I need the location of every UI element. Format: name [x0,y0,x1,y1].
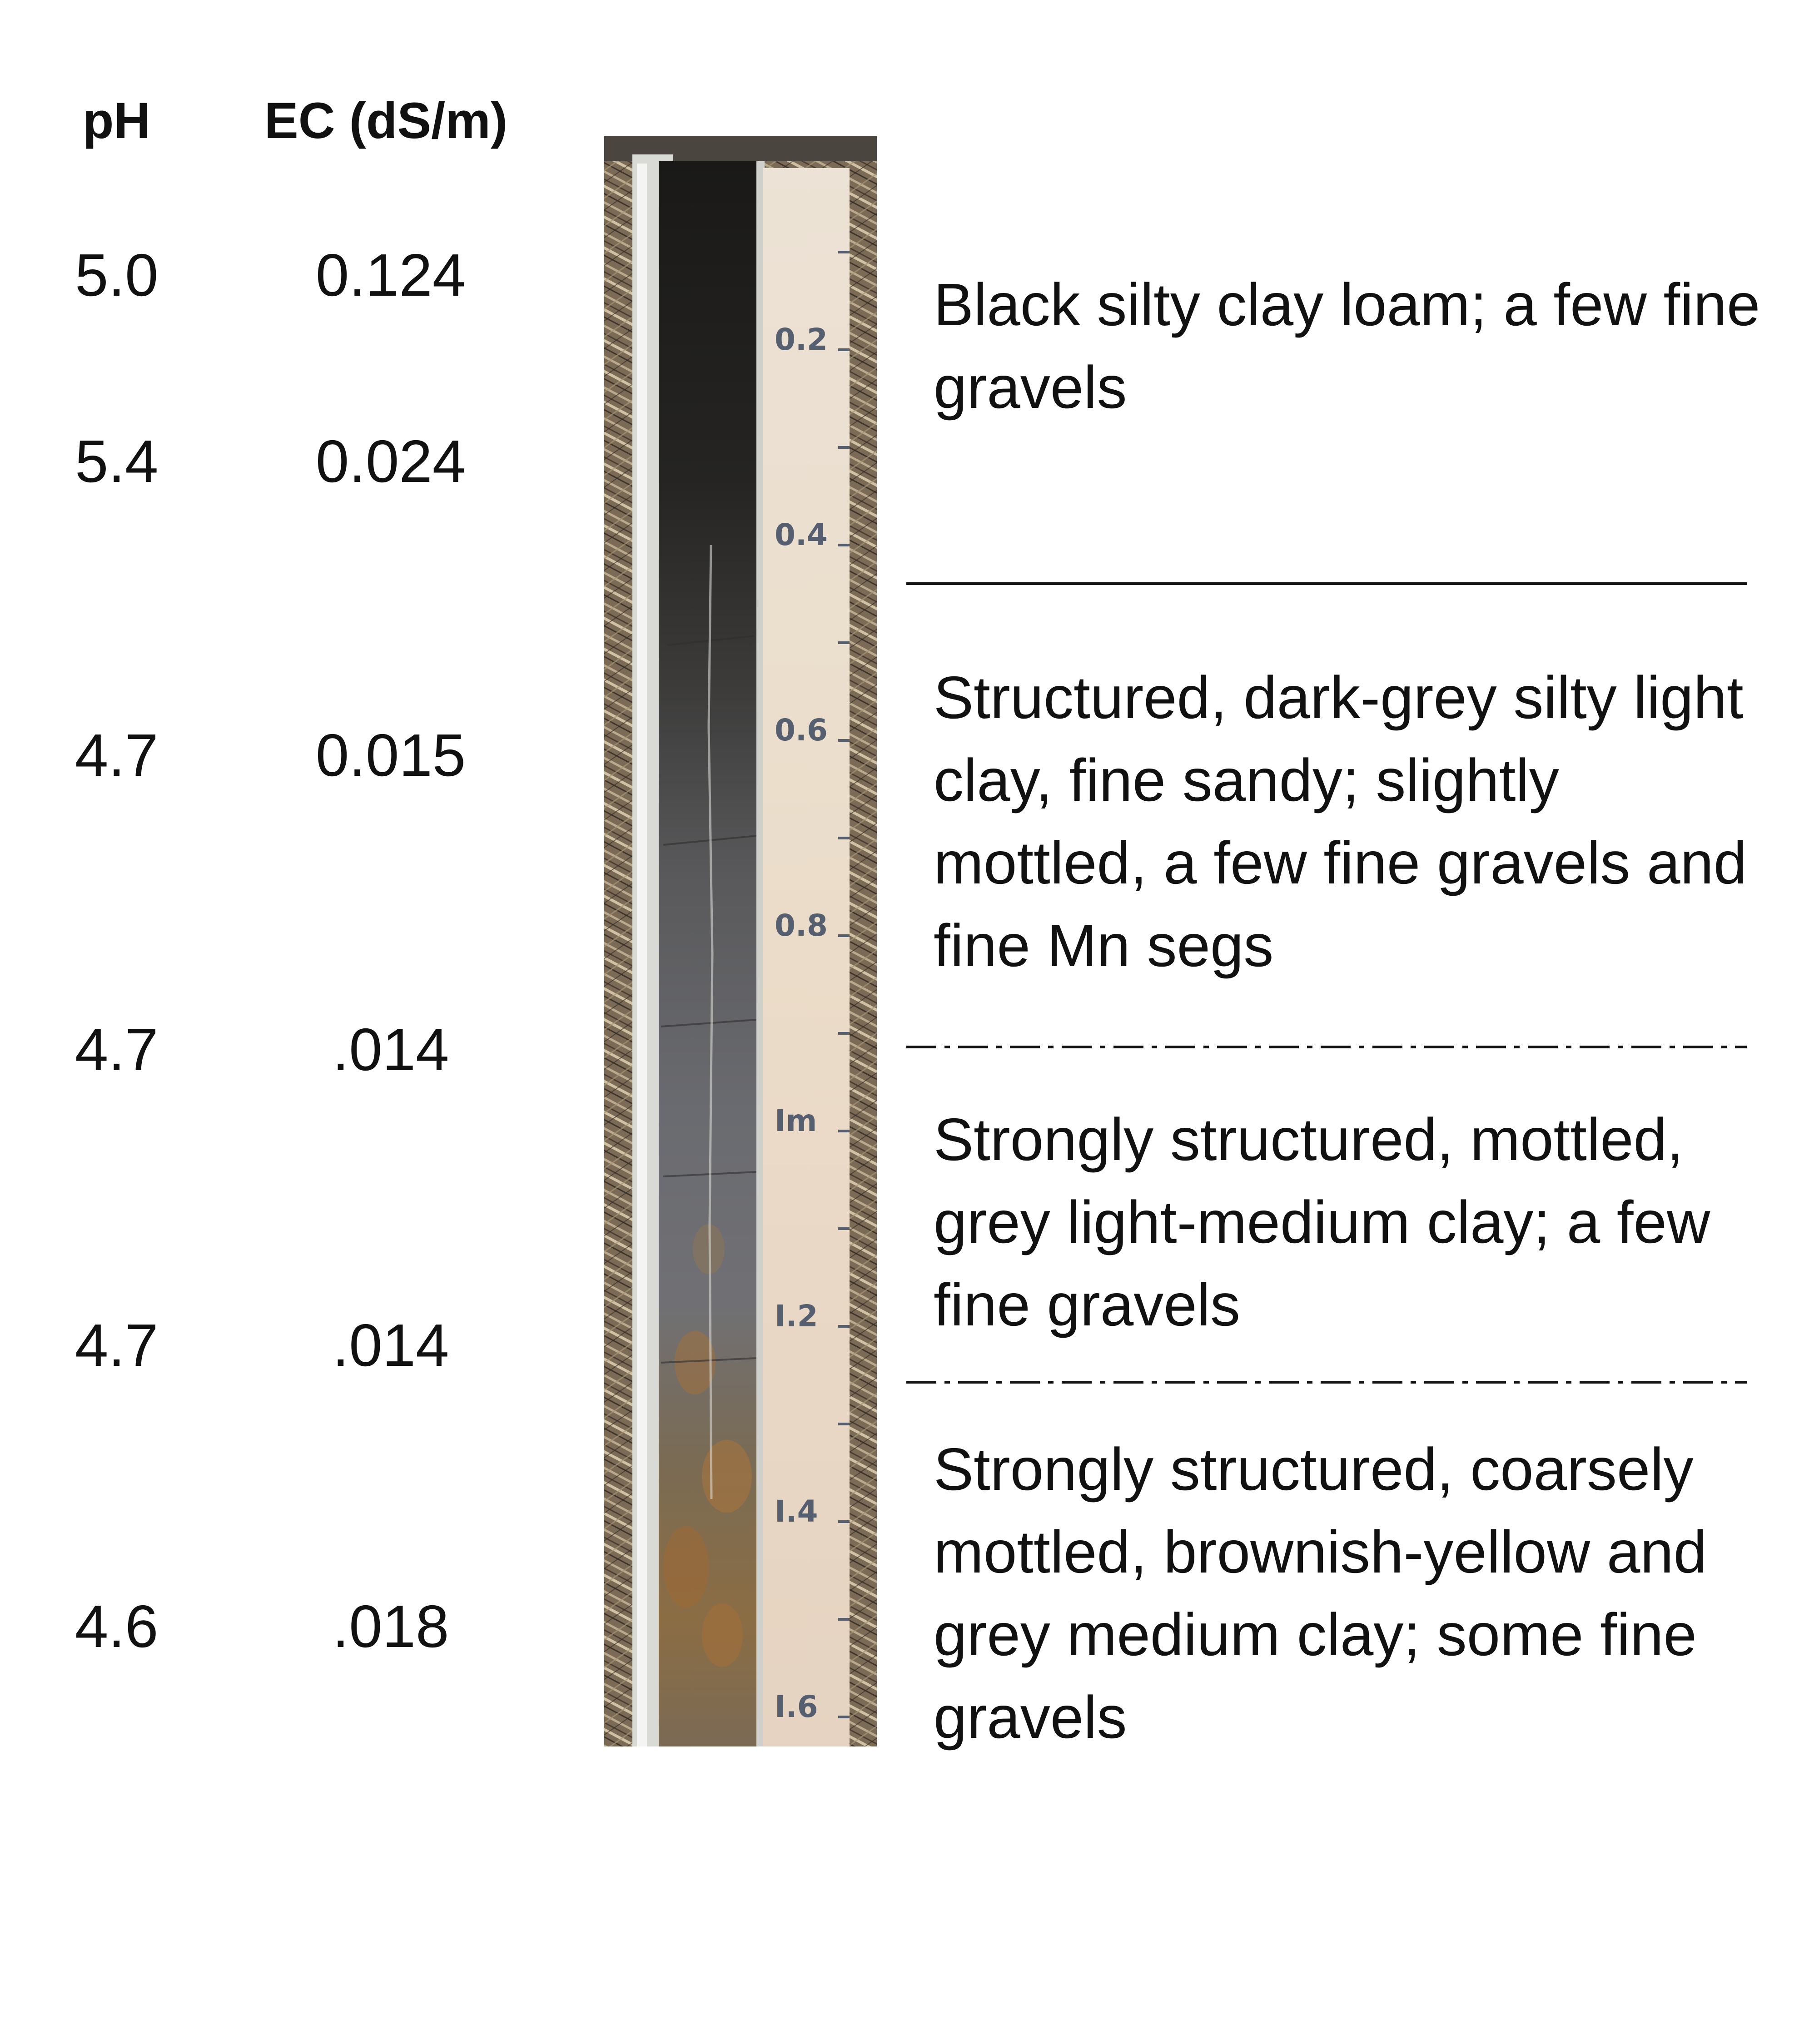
depth-label: 0.2 [775,322,828,357]
horizon-boundary-dash-dot [906,1381,1747,1384]
ph-value: 4.7 [75,1016,159,1083]
horizon-boundary-dash-dot [906,1046,1747,1048]
horizon-description: Black silty clay loam; a few fine gravel… [934,271,1760,421]
horizon-description: Strongly structured, coarsely mottled, b… [934,1436,1707,1751]
ph-header: pH [83,92,151,149]
depth-label: I.2 [775,1299,818,1334]
ph-value: 4.7 [75,1312,159,1379]
ec-value: 0.124 [315,242,466,308]
ph-value: 5.0 [75,242,159,308]
ec-value: .014 [332,1016,449,1083]
ec-value: 0.015 [315,722,466,789]
depth-label: 0.4 [775,517,828,552]
depth-label: Im [775,1103,817,1138]
depth-label: I.4 [775,1494,818,1529]
depth-label: 0.6 [775,713,828,748]
ec-value: .018 [332,1593,449,1660]
soil-core-photo: 0.2 0.4 0.6 0.8 Im I.2 I.4 I.6 [604,136,877,1746]
ph-value: 4.7 [75,722,159,789]
ec-value: 0.024 [315,428,466,495]
ec-value: .014 [332,1312,449,1379]
ph-value: 5.4 [75,428,159,495]
depth-label: I.6 [775,1689,818,1724]
horizon-description: Structured, dark-grey silty light clay, … [934,664,1747,979]
ph-value: 4.6 [75,1593,159,1660]
depth-label: 0.8 [775,908,828,943]
horizon-boundary-solid [906,582,1747,585]
horizon-description: Strongly structured, mottled, grey light… [934,1106,1710,1338]
ec-header: EC (dS/m) [264,92,508,149]
